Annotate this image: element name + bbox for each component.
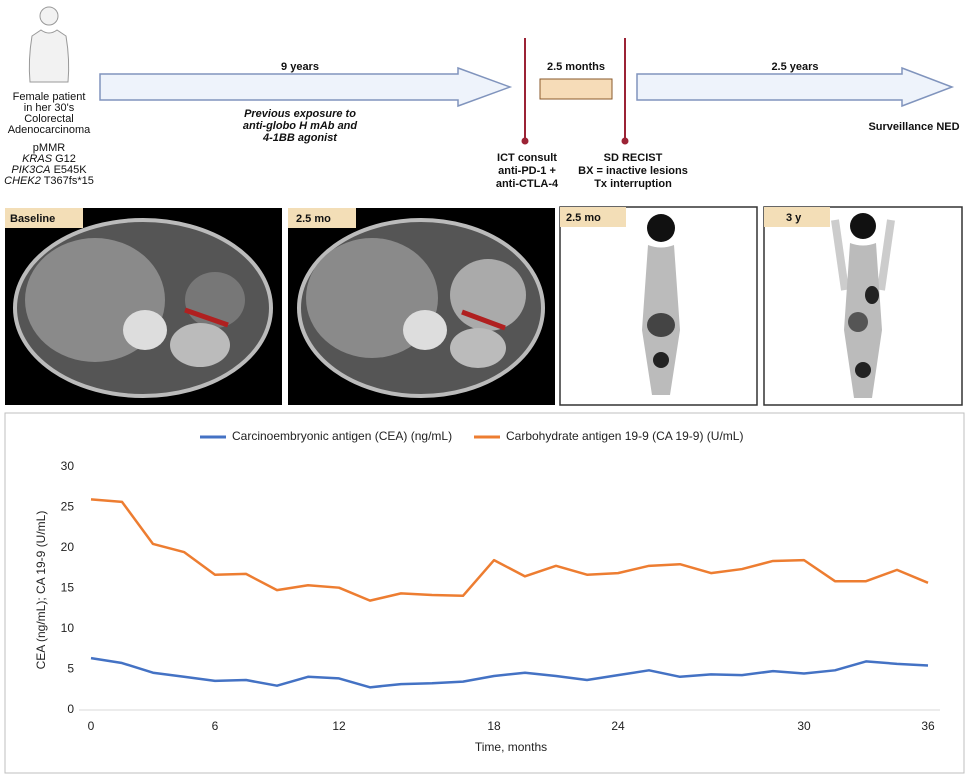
data-line xyxy=(90,498,929,602)
duration: 2.5 years xyxy=(771,61,818,73)
gene: KRAS xyxy=(22,153,53,165)
y-tick-label: 20 xyxy=(61,540,75,554)
data-line xyxy=(90,656,929,689)
event-text: BX = inactive lesions xyxy=(578,165,688,177)
event-text: anti-CTLA-4 xyxy=(496,178,559,190)
duration: 2.5 months xyxy=(547,61,605,73)
chart-frame xyxy=(4,412,965,774)
x-axis-label: Time, months xyxy=(475,740,547,754)
x-tick-label: 24 xyxy=(611,719,625,733)
x-tick-label: 30 xyxy=(797,719,811,733)
event-text: SD RECIST xyxy=(604,152,663,164)
pet-image: 2.5 mo xyxy=(559,206,758,406)
y-tick-label: 15 xyxy=(61,581,75,595)
x-tick-label: 36 xyxy=(921,719,935,733)
mutation: KRAS G12 xyxy=(22,153,76,165)
duration: 9 years xyxy=(281,61,319,73)
patient-text: pMMR xyxy=(33,142,65,154)
x-tick-label: 18 xyxy=(487,719,501,733)
x-tick-label: 6 xyxy=(212,719,219,733)
treatment-box xyxy=(539,78,613,100)
variant: G12 xyxy=(55,153,76,165)
variant: T367fs*15 xyxy=(44,175,94,187)
y-tick-label: 5 xyxy=(67,662,74,676)
y-tick-label: 30 xyxy=(61,459,75,473)
legend-label: Carbohydrate antigen 19-9 (CA 19-9) (U/m… xyxy=(506,429,743,443)
note: 4-1BB agonist xyxy=(262,132,338,144)
patient-text: Adenocarcinoma xyxy=(8,124,91,136)
arrow xyxy=(99,66,513,108)
outcome: Surveillance NED xyxy=(868,121,959,133)
note: anti-globo H mAb and xyxy=(243,120,358,132)
ct-image: Baseline xyxy=(5,208,282,405)
panel-label: 2.5 mo xyxy=(566,212,601,224)
event-dot xyxy=(521,137,529,145)
variant: E545K xyxy=(54,164,88,176)
y-tick-label: 10 xyxy=(61,621,75,635)
patient-text: Female patient xyxy=(13,91,86,103)
ct-image: 2.5 mo xyxy=(288,208,555,405)
panel-label: 2.5 mo xyxy=(296,213,331,225)
mutation: PIK3CA E545K xyxy=(11,164,87,176)
x-tick-label: 0 xyxy=(88,719,95,733)
event-text: ICT consult xyxy=(497,152,557,164)
event-dot xyxy=(621,137,629,145)
y-tick-label: 25 xyxy=(61,500,75,514)
patient-icon xyxy=(28,6,70,83)
y-axis-label: CEA (ng/mL); CA 19-9 (U/mL) xyxy=(34,511,48,670)
panel-label: Baseline xyxy=(10,213,55,225)
event-text: anti-PD-1 + xyxy=(498,165,556,177)
note: Previous exposure to xyxy=(244,108,356,120)
gene: PIK3CA xyxy=(11,164,50,176)
x-tick-label: 12 xyxy=(332,719,346,733)
pet-image: 3 y xyxy=(763,206,963,406)
y-tick-label: 0 xyxy=(67,702,74,716)
panel-label: 3 y xyxy=(786,212,802,224)
patient-text: in her 30's xyxy=(24,102,75,114)
legend-label: Carcinoembryonic antigen (CEA) (ng/mL) xyxy=(232,429,452,443)
mutation: CHEK2 T367fs*15 xyxy=(4,175,94,187)
patient-text: Colorectal xyxy=(24,113,74,125)
arrow xyxy=(636,66,955,108)
gene: CHEK2 xyxy=(4,175,41,187)
event-text: Tx interruption xyxy=(594,178,672,190)
